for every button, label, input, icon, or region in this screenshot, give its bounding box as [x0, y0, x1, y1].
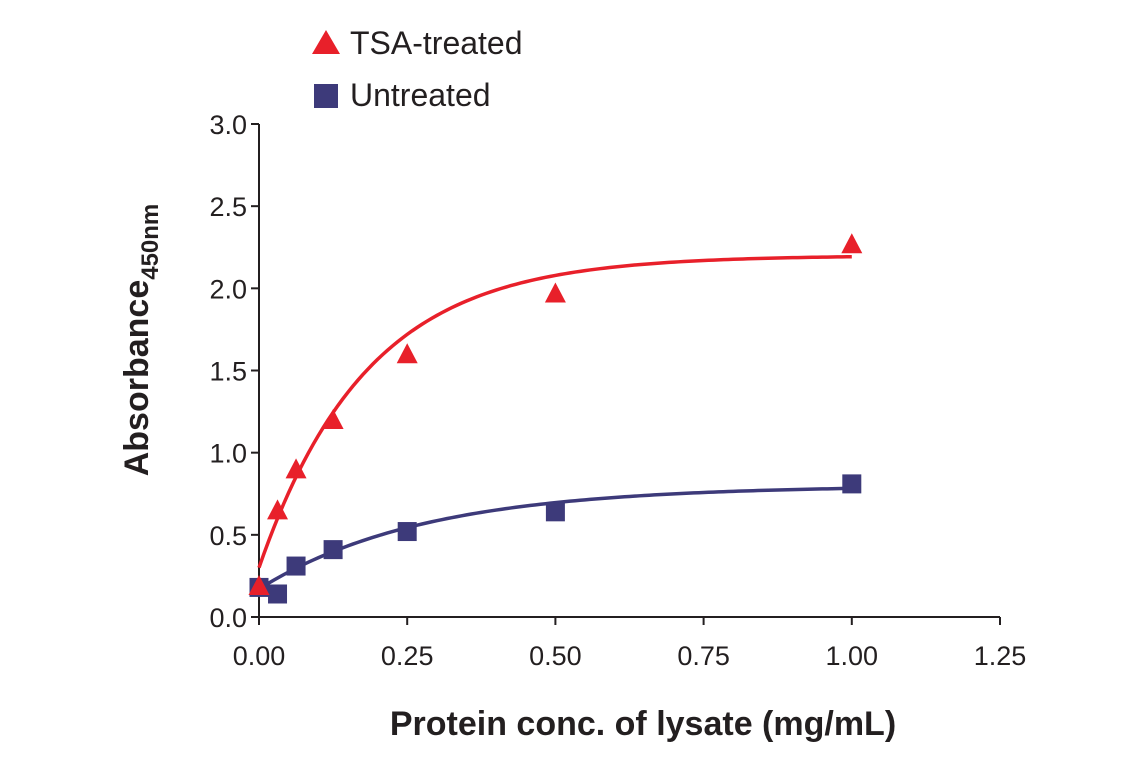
x-tick-label: 0.25 [381, 641, 434, 671]
y-tick-label: 2.5 [209, 192, 247, 222]
y-tick-label: 0.0 [209, 603, 247, 633]
y-axis-title: Absorbance450nm [118, 204, 164, 477]
y-tick-label: 2.0 [209, 274, 247, 304]
y-tick-label: 1.5 [209, 357, 247, 387]
data-point-tsa-treated [267, 499, 289, 520]
data-point-untreated [545, 502, 565, 522]
legend-label-tsa-treated: TSA-treated [350, 25, 523, 61]
y-tick-label: 0.5 [209, 521, 247, 551]
data-point-untreated [268, 584, 288, 604]
x-ticks: 0.00 0.25 0.50 0.75 1.00 1.25 [233, 617, 1027, 671]
data-point-untreated [323, 540, 343, 560]
data-point-tsa-treated [285, 458, 307, 479]
x-tick-label: 1.25 [974, 641, 1027, 671]
x-axis-title: Protein conc. of lysate (mg/mL) [390, 705, 896, 743]
fit-line-tsa-treated [257, 254, 852, 569]
x-tick-label: 0.00 [233, 641, 286, 671]
x-tick-label: 0.75 [677, 641, 730, 671]
legend: TSA-treated Untreated [312, 25, 523, 113]
legend-marker-tsa-treated [312, 30, 340, 54]
legend-marker-untreated [314, 84, 338, 108]
axes: 0.0 0.5 1.0 1.5 2.0 2.5 3.0 0.00 0.25 0.50 0.75 1.… [209, 110, 1026, 671]
y-axis-title-main: Absorbance [118, 280, 156, 477]
data-point-tsa-treated [841, 233, 863, 254]
plot-area [248, 233, 863, 604]
legend-label-untreated: Untreated [350, 77, 491, 113]
data-point-untreated [397, 522, 417, 542]
data-point-tsa-treated [248, 575, 270, 596]
y-ticks: 0.0 0.5 1.0 1.5 2.0 2.5 3.0 [209, 110, 259, 633]
y-axis-title-subscript: 450nm [137, 204, 164, 280]
data-point-tsa-treated [322, 409, 344, 430]
data-point-untreated [286, 556, 306, 576]
x-tick-label: 1.00 [826, 641, 879, 671]
x-tick-label: 0.50 [529, 641, 582, 671]
data-point-untreated [842, 474, 862, 494]
y-tick-label: 3.0 [209, 110, 247, 140]
data-point-tsa-treated [396, 343, 418, 364]
y-tick-label: 1.0 [209, 439, 247, 469]
data-point-tsa-treated [544, 282, 566, 303]
